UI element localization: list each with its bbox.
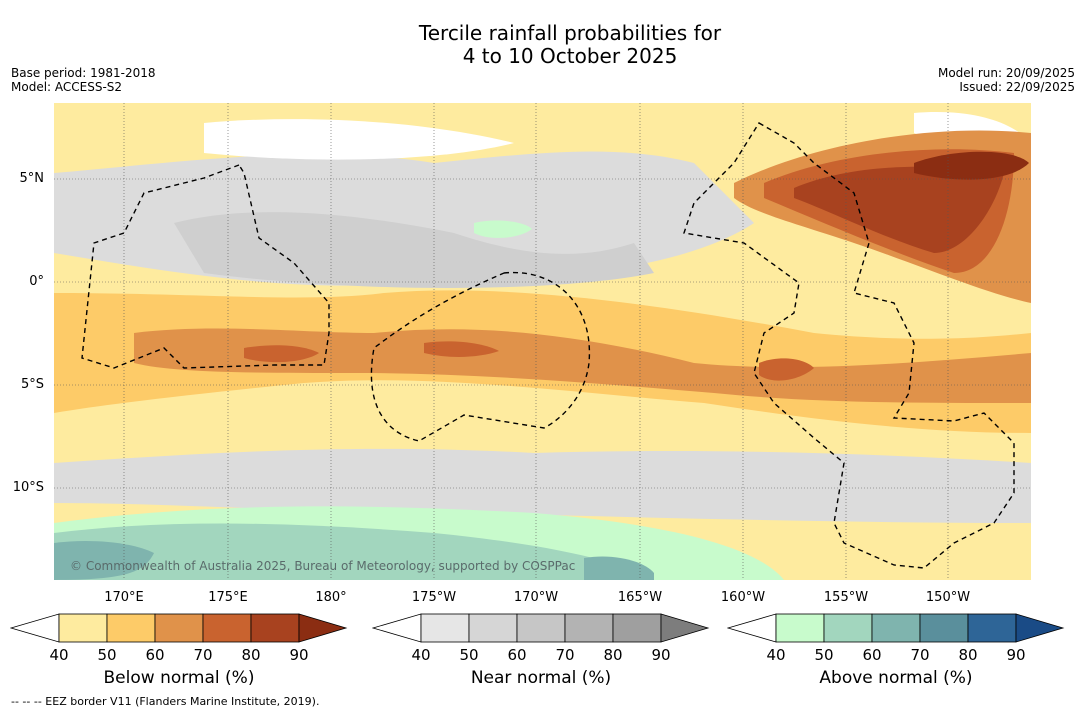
colorbar-segment	[250, 613, 300, 643]
lat-label-5n: 5°N	[19, 171, 45, 186]
colorbar-segment	[564, 613, 614, 643]
title-line-1: Tercile rainfall probabilities for	[418, 21, 722, 45]
lon-label-175w: 175°W	[411, 590, 457, 605]
colorbar-tick-label: 80	[241, 646, 260, 662]
colorbar-tick-label: 90	[1006, 646, 1025, 662]
meta-left: Base period: 1981-2018 Model: ACCESS-S2	[11, 66, 156, 94]
colorbar-above-normal: 40 50 60 70 80 90	[726, 612, 1067, 666]
below-normal-70-a	[244, 345, 319, 363]
colorbar-segment	[468, 613, 518, 643]
base-period: Base period: 1981-2018	[11, 66, 156, 80]
probability-map	[54, 103, 1031, 580]
colorbar-tick-label: 40	[411, 646, 430, 662]
above-normal-south-60	[54, 523, 654, 580]
title-line-2: 4 to 10 October 2025	[462, 44, 678, 68]
lon-label-170w: 170°W	[513, 590, 559, 605]
colorbar-tick-label: 80	[603, 646, 622, 662]
colorbar-extend-high	[660, 613, 710, 643]
eez-border-a	[81, 164, 330, 369]
lon-label-150w: 150°W	[925, 590, 971, 605]
colorbar-tick-label: 40	[766, 646, 785, 662]
colorbar-svg: 40 50 60 70 80 90	[9, 613, 348, 664]
lon-label-165w: 165°W	[617, 590, 663, 605]
gridlines	[54, 103, 1031, 580]
eez-borders	[81, 122, 1015, 569]
colorbar-segment	[919, 613, 969, 643]
above-normal-label: Above normal (%)	[819, 668, 973, 688]
colorbar-segment	[420, 613, 470, 643]
colorbar-tick-label: 70	[555, 646, 574, 662]
colorbar-segment	[967, 613, 1017, 643]
colorbar-segment	[202, 613, 252, 643]
colorbar-segment	[775, 613, 825, 643]
colorbar-tick-label: 60	[507, 646, 526, 662]
colorbar-tick-label: 50	[459, 646, 478, 662]
colorbar-tick-label: 50	[97, 646, 116, 662]
issued-date: Issued: 22/09/2025	[959, 80, 1075, 94]
below-normal-band-60	[134, 328, 1031, 403]
lon-label-175e: 175°E	[208, 590, 248, 605]
colorbar-segment	[106, 613, 156, 643]
colorbar-extend-high	[298, 613, 348, 643]
lat-label-0: 0°	[29, 274, 44, 289]
lat-label-10s: 10°S	[12, 480, 44, 495]
colorbar-extend-low	[371, 613, 422, 643]
above-normal-south-70-b	[584, 556, 654, 580]
near-normal-label: Near normal (%)	[470, 668, 612, 688]
colorbar-extend-low	[726, 613, 777, 643]
colorbar-segment	[823, 613, 873, 643]
credit: © Commonwealth of Australia 2025, Bureau…	[70, 559, 576, 573]
above-normal-patch	[474, 220, 532, 238]
below-normal-ne-80	[794, 166, 1004, 253]
colorbar-tick-label: 90	[289, 646, 308, 662]
eez-border-b	[370, 271, 591, 442]
lat-label-5s: 5°S	[20, 377, 44, 392]
colorbar-tick-label: 40	[49, 646, 68, 662]
colorbar-segment	[58, 613, 108, 643]
colorbar-segment	[516, 613, 566, 643]
lon-label-180: 180°	[315, 590, 347, 605]
colorbar-tick-label: 80	[958, 646, 977, 662]
colorbar-extend-low	[9, 613, 60, 643]
model-name: Model: ACCESS-S2	[11, 80, 123, 94]
colorbar-svg: 40 50 60 70 80 90	[726, 613, 1065, 664]
colorbar-svg: 40 50 60 70 80 90	[371, 613, 710, 664]
lon-label-160w: 160°W	[720, 590, 766, 605]
below-normal-70-c	[759, 358, 814, 381]
near-normal-region-south	[54, 448, 1031, 523]
map-title: Tercile rainfall probabilities for 4 to …	[0, 22, 1085, 68]
model-run: Model run: 20/09/2025	[937, 66, 1075, 80]
eez-footnote: -- -- -- EEZ border V11 (Flanders Marine…	[11, 695, 320, 708]
colorbar-segment	[154, 613, 204, 643]
lon-label-170e: 170°E	[104, 590, 144, 605]
eez-border-c	[683, 122, 1015, 569]
white-patch-north	[204, 119, 514, 160]
colorbar-segment	[612, 613, 662, 643]
colorbar-tick-label: 60	[862, 646, 881, 662]
map-svg	[54, 103, 1031, 580]
colorbar-tick-label: 90	[651, 646, 670, 662]
near-normal-region-core	[174, 212, 654, 288]
colorbar-tick-label: 70	[193, 646, 212, 662]
below-normal-70-b	[424, 341, 499, 357]
below-normal-label: Below normal (%)	[103, 668, 255, 688]
below-normal-ne-90	[914, 151, 1029, 180]
colorbar-tick-label: 60	[145, 646, 164, 662]
colorbar-below-normal: 40 50 60 70 80 90	[9, 612, 350, 666]
colorbar-segment	[871, 613, 921, 643]
colorbar-near-normal: 40 50 60 70 80 90	[371, 612, 712, 666]
colorbar-tick-label: 50	[814, 646, 833, 662]
lon-label-155w: 155°W	[823, 590, 869, 605]
above-normal-south-70	[54, 541, 154, 580]
colorbar-tick-label: 70	[910, 646, 929, 662]
meta-right: Model run: 20/09/2025 Issued: 22/09/2025	[938, 66, 1075, 94]
colorbar-extend-high	[1015, 613, 1065, 643]
